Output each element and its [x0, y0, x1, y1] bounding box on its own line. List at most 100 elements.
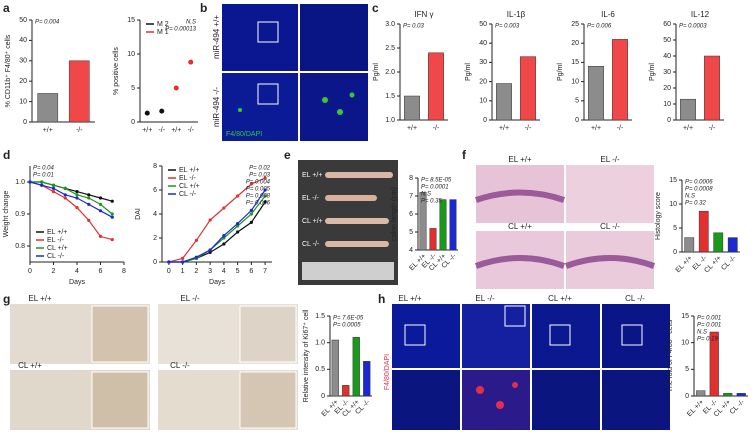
y-tick-label: 30 [479, 59, 487, 66]
point [263, 176, 267, 180]
y-tick-label: 40 [663, 53, 671, 60]
y-tick-label: 2.0 [385, 69, 395, 76]
annotation: P= 0.03 [249, 173, 271, 179]
y-tick-label: 5 [409, 229, 413, 236]
micrograph [602, 370, 670, 430]
bar [428, 52, 444, 121]
point [98, 209, 103, 213]
x-tick-label: EL +/+ [675, 255, 694, 274]
x-axis-label: Days [209, 279, 225, 286]
bar [363, 361, 371, 397]
group-label: EL -/- [180, 294, 200, 303]
y-tick-label: 4 [153, 211, 157, 218]
row-label: miR-494 +/+ [212, 15, 221, 59]
point [249, 220, 253, 224]
annotation: P= 0.32 [685, 201, 707, 207]
y-tick-label: 0 [483, 117, 487, 124]
panel-f-images: EL +/+ EL -/- CL +/+ CL -/- [474, 155, 656, 289]
point [194, 238, 198, 242]
annotation: P= 0.001 [697, 316, 721, 322]
point [236, 222, 240, 226]
y-tick-label: 10 [19, 98, 27, 105]
bar [352, 337, 360, 397]
y-axis-label: colon length (cm) [391, 187, 398, 241]
y-tick-label: 5 [575, 98, 579, 105]
y-tick-label: 1.0 [15, 179, 25, 186]
panel-label: h [378, 292, 385, 306]
annotation: P= 0.006 [246, 201, 271, 207]
bar [331, 339, 339, 397]
y-axis-label: Pg/ml [649, 63, 656, 81]
x-tick-label: CL -/- [729, 398, 747, 416]
point [63, 193, 67, 197]
y-tick-label: 0 [667, 117, 671, 124]
line [168, 177, 266, 263]
row-label: miR-494 -/- [212, 87, 221, 127]
point [249, 208, 253, 212]
tissue [475, 189, 565, 203]
annotation: P= 8.5E-05 [421, 178, 452, 184]
panel-label: e [284, 148, 291, 162]
legend-label: M 2 [157, 21, 169, 28]
cell-signal [476, 386, 484, 394]
point [263, 194, 267, 198]
y-tick-label: 60 [663, 21, 671, 28]
bar [709, 331, 719, 397]
micrograph [566, 165, 654, 223]
y-tick-label: 8 [409, 175, 413, 182]
x-tick-label: 6 [249, 268, 253, 275]
group-label: CL +/+ [508, 222, 532, 231]
micrograph [532, 304, 600, 368]
x-tick-label: 5 [236, 268, 240, 275]
point [194, 255, 198, 259]
legend-label: EL +/+ [47, 229, 67, 236]
bar [342, 385, 350, 397]
dot [173, 85, 179, 91]
point [63, 196, 67, 200]
annotation: P= 0.03 [403, 24, 425, 30]
y-tick-label: 0 [685, 393, 689, 400]
point [249, 182, 253, 186]
group-label: EL +/+ [508, 155, 532, 164]
bar [419, 192, 427, 251]
bar [449, 199, 457, 251]
colon [325, 172, 393, 178]
x-tick-label: 2 [52, 268, 56, 275]
y-tick-label: 0 [575, 117, 579, 124]
y-axis-label: % CD11b⁺ F4/80⁺ cells [5, 34, 12, 107]
point [208, 248, 212, 252]
x-tick-label: EL +/+ [686, 399, 705, 418]
panel-label: g [3, 292, 10, 306]
point [208, 250, 212, 254]
bar [439, 199, 447, 251]
point [110, 212, 114, 216]
point [181, 260, 185, 264]
bar [723, 393, 733, 397]
x-tick-label: -/- [158, 127, 165, 134]
annotation: P= 0.0008 [685, 187, 713, 193]
row-label: CL +/+ [302, 218, 323, 225]
bar [696, 390, 706, 397]
point [110, 215, 114, 219]
y-tick-label: 10 [681, 340, 689, 347]
legend-label: EL -/- [47, 237, 65, 244]
bar [588, 65, 604, 121]
annotation: P= 0.005 [246, 187, 271, 193]
y-tick-label: 10 [127, 51, 135, 58]
stain-label: F4/80/DAPI [226, 131, 262, 138]
y-tick-label: 5 [685, 366, 689, 373]
x-tick-label: +/+ [499, 125, 509, 132]
group-label: EL +/+ [28, 294, 52, 303]
micrograph [300, 73, 368, 141]
y-axis-label: Histology score [655, 192, 662, 240]
point [110, 238, 114, 242]
micrograph [300, 4, 368, 71]
y-tick-label: 20 [479, 78, 487, 85]
x-tick-label: CL -/- [720, 254, 738, 272]
cell-signal [496, 401, 504, 409]
y-tick-label: 8 [153, 163, 157, 170]
y-axis-label: Pg/ml [557, 63, 564, 81]
group-label: CL -/- [625, 294, 645, 303]
bar [404, 95, 420, 121]
